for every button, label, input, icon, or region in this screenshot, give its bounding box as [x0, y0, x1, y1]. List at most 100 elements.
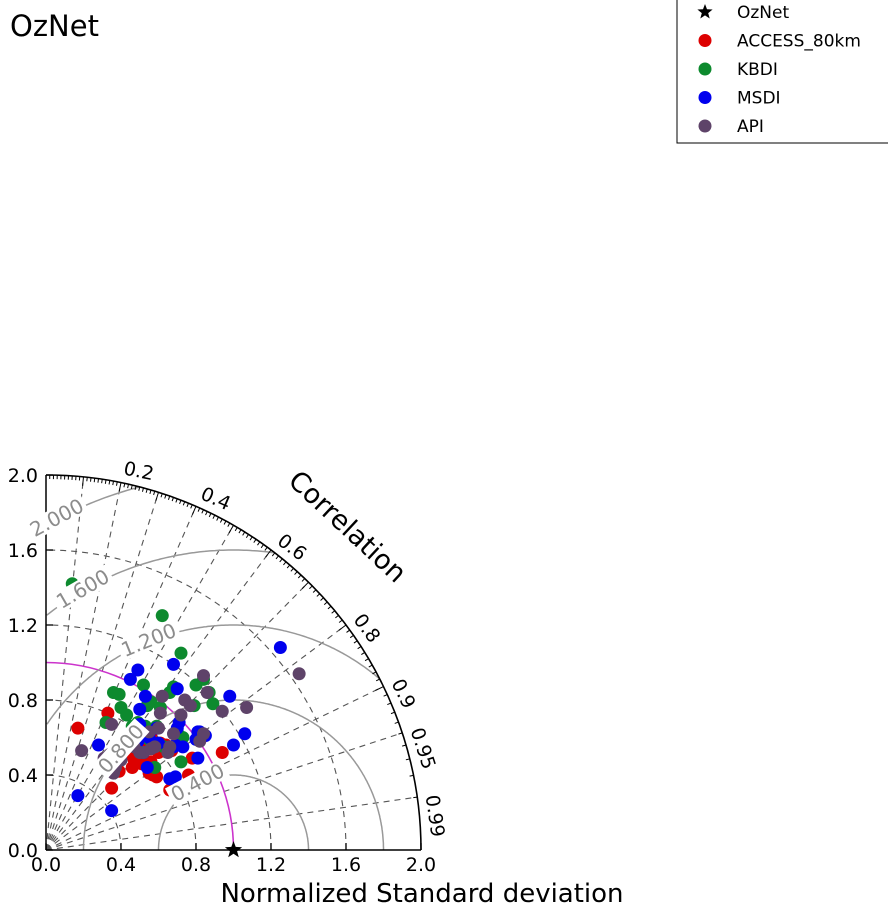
corr-minor-tick-65 [286, 564, 291, 569]
point-api-30 [215, 704, 229, 718]
corr-minor-tick-49 [227, 522, 231, 527]
corr-minor-tick-14 [97, 478, 99, 483]
corr-minor-tick-91 [383, 694, 388, 697]
corr-minor-tick-25 [138, 486, 141, 491]
point-msdi-26 [191, 751, 205, 765]
point-api-17 [152, 721, 165, 735]
corr-minor-tick-17 [108, 480, 111, 485]
legend-label-3: MSDI [737, 89, 781, 109]
correlation-tick-label-3: 0.8 [349, 610, 385, 647]
rms-label-4: 2.000 [26, 494, 88, 542]
corr-minor-tick-71 [309, 585, 313, 590]
corr-minor-tick-94 [394, 721, 399, 724]
corr-minor-tick-47 [219, 518, 223, 523]
corr-minor-tick-23 [130, 484, 133, 490]
corr-minor-tick-50 [228, 524, 234, 534]
point-msdi-18 [168, 770, 182, 784]
corr-minor-tick-37 [182, 501, 186, 506]
correlation-label: Correlation [282, 465, 412, 589]
y-tick-label-3: 1.2 [8, 615, 38, 637]
corr-minor-tick-99 [413, 796, 418, 799]
point-access_80km-0 [71, 721, 85, 735]
corr-minor-tick-76 [327, 605, 332, 610]
rms-label-bg-2 [115, 618, 182, 662]
point-api-32 [292, 667, 306, 681]
corr-minor-tick-77 [331, 610, 336, 614]
point-msdi-32 [273, 641, 287, 654]
corr-minor-tick-72 [312, 589, 317, 593]
corr-minor-tick-73 [316, 593, 321, 597]
corr-minor-tick-75 [323, 601, 328, 605]
corr-minor-tick-79 [338, 619, 343, 623]
corr-minor-tick-86 [364, 658, 369, 662]
outer-arc [45, 474, 422, 851]
corr-minor-tick-36 [179, 499, 182, 505]
corr-minor-tick-53 [242, 531, 246, 536]
corr-minor-tick-60 [265, 549, 272, 558]
corr-minor-tick-32 [164, 494, 167, 499]
std-arc-0-4 [45, 774, 122, 851]
data-points [65, 577, 306, 858]
corr-minor-tick-41 [197, 507, 201, 512]
y-tick-label-0: 0.0 [8, 840, 38, 862]
corr-minor-tick-85 [361, 652, 366, 655]
point-api-16 [148, 740, 162, 754]
point-api-23 [174, 708, 188, 722]
point-api-19 [155, 689, 169, 703]
rms-label-3: 1.600 [52, 564, 114, 613]
point-msdi-9 [138, 689, 152, 703]
corr-minor-tick-81 [346, 629, 351, 633]
corr-minor-tick-40 [191, 506, 197, 515]
corr-minor-tick-64 [283, 561, 287, 566]
corr-minor-tick-62 [275, 555, 279, 560]
std-arc-1-6 [45, 549, 347, 851]
corr-minor-tick-39 [190, 504, 193, 509]
point-msdi-30 [227, 738, 240, 752]
point-api-31 [240, 701, 254, 714]
legend-marker-access_80km [698, 34, 712, 47]
corr-minor-tick-46 [216, 516, 219, 521]
point-access_80km-33 [215, 746, 229, 759]
point-msdi-21 [170, 682, 184, 696]
legend-marker-api [698, 119, 712, 133]
corr-minor-tick-28 [149, 489, 152, 494]
corr-minor-tick-87 [368, 664, 373, 668]
corr-minor-tick-31 [160, 493, 163, 498]
x-tick-label-3: 1.2 [256, 854, 286, 876]
corr-minor-tick-54 [245, 534, 249, 539]
corr-minor-tick-44 [208, 513, 212, 518]
corr-minor-tick-34 [171, 497, 174, 502]
corr-minor-tick-93 [390, 711, 395, 715]
point-api-21 [163, 740, 177, 754]
legend: OzNet ACCESS_80km KBDI MSDI API [676, 0, 888, 144]
rms-contour-2 [46, 624, 381, 725]
corr-minor-tick-42 [201, 509, 204, 514]
rms-label-bg-3 [50, 564, 116, 614]
point-kbdi-29 [206, 697, 220, 711]
point-api-28 [197, 669, 210, 683]
corr-minor-tick-13 [93, 478, 96, 483]
corr-minor-tick-29 [153, 490, 156, 496]
legend-label-4: API [737, 117, 764, 137]
corr-minor-tick-21 [123, 483, 126, 488]
x-tick-label-4: 1.6 [331, 854, 361, 876]
std-arc-0-8 [45, 699, 197, 851]
corr-minor-tick-88 [372, 671, 377, 675]
diagram-frame [45, 474, 422, 851]
chart-title: OzNet [10, 9, 99, 43]
x-tick-label-0: 0.0 [31, 854, 61, 876]
point-msdi-7 [133, 702, 147, 716]
corr-minor-tick-90 [375, 686, 384, 691]
corr-minor-tick-56 [253, 539, 257, 543]
corr-minor-tick-10 [82, 476, 84, 486]
corr-minor-tick-70 [301, 581, 309, 589]
corr-minor-tick-30 [155, 492, 159, 502]
corr-minor-tick-48 [223, 520, 227, 525]
corr-minor-tick-83 [353, 640, 358, 644]
corr-minor-tick-19 [115, 481, 118, 486]
y-tick-label-5: 2.0 [8, 465, 38, 487]
point-msdi-1 [92, 738, 105, 752]
corr-minor-tick-78 [335, 614, 339, 619]
point-api-25 [183, 699, 197, 713]
